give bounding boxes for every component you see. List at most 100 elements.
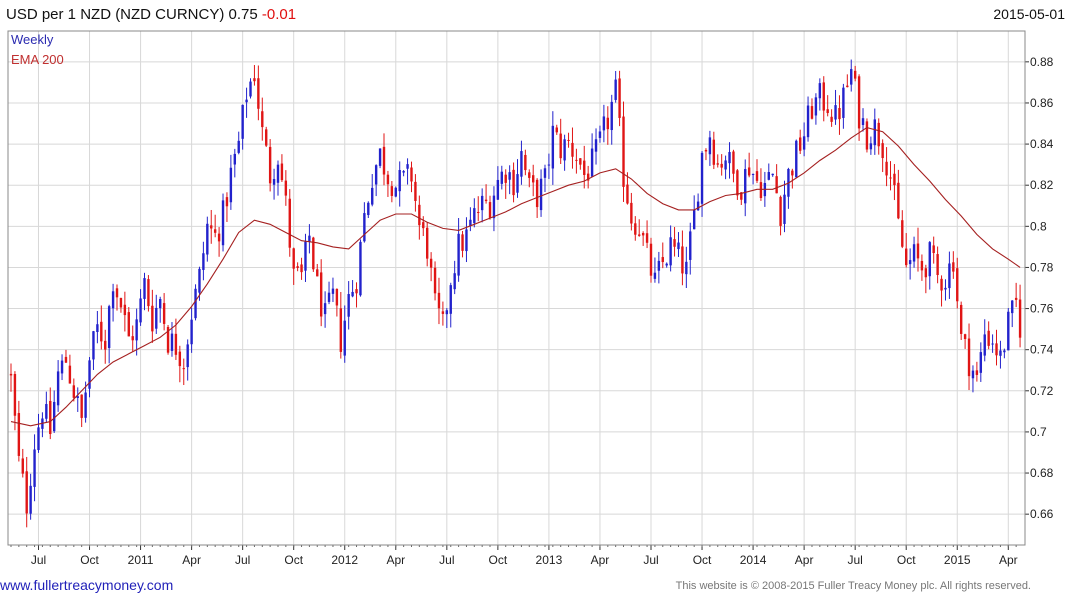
candle bbox=[229, 154, 233, 210]
candle-body bbox=[1007, 311, 1010, 351]
candle-body bbox=[842, 87, 845, 118]
candle bbox=[865, 118, 869, 153]
candle-body bbox=[881, 143, 884, 159]
candle-body bbox=[732, 151, 735, 174]
candle bbox=[374, 164, 378, 197]
candle-body bbox=[747, 167, 751, 176]
candle-body bbox=[681, 246, 684, 274]
candle-body bbox=[111, 291, 115, 309]
candle bbox=[665, 262, 668, 268]
candle bbox=[190, 307, 193, 353]
candle bbox=[959, 301, 963, 341]
candle-body bbox=[363, 213, 366, 242]
candle bbox=[606, 106, 610, 145]
candle bbox=[940, 275, 943, 307]
candle-body bbox=[92, 331, 95, 360]
candle bbox=[936, 246, 939, 284]
candle-body bbox=[606, 117, 610, 130]
candle-body bbox=[343, 320, 346, 356]
candle-body bbox=[567, 139, 570, 141]
candle-body bbox=[319, 272, 323, 317]
y-tick-label: 0.78 bbox=[1030, 260, 1054, 274]
candle-body bbox=[72, 385, 76, 398]
candle bbox=[233, 148, 237, 178]
y-tick-label: 0.88 bbox=[1030, 55, 1054, 69]
candle bbox=[21, 448, 24, 478]
candle bbox=[84, 381, 87, 423]
candle-body bbox=[84, 392, 87, 418]
candle-body bbox=[528, 172, 531, 178]
candle-body bbox=[174, 333, 178, 355]
candle bbox=[681, 230, 684, 286]
candle bbox=[810, 98, 814, 120]
candle bbox=[622, 101, 625, 202]
x-tick-label: Jul bbox=[31, 553, 46, 567]
candle bbox=[123, 291, 127, 332]
chart-title: USD per 1 NZD (NZD CURNCY) 0.75 -0.01 bbox=[6, 6, 296, 23]
candle bbox=[484, 184, 488, 204]
candle-body bbox=[834, 105, 837, 120]
candle bbox=[504, 169, 507, 199]
candle bbox=[543, 164, 547, 193]
candle bbox=[1007, 308, 1010, 351]
candle bbox=[433, 261, 437, 301]
candle-body bbox=[543, 168, 547, 178]
candle bbox=[159, 296, 162, 323]
candle bbox=[755, 159, 759, 184]
candle bbox=[60, 354, 64, 381]
candle-body bbox=[594, 139, 598, 152]
candle bbox=[783, 180, 786, 233]
candle bbox=[532, 164, 535, 197]
candle-body bbox=[367, 202, 370, 216]
candle-body bbox=[940, 278, 943, 291]
candle-body bbox=[1018, 299, 1022, 338]
candle bbox=[300, 257, 303, 280]
candle bbox=[284, 170, 288, 206]
candle bbox=[135, 308, 138, 356]
candle-body bbox=[190, 319, 193, 345]
candle bbox=[92, 330, 95, 370]
candle bbox=[178, 345, 182, 383]
candle-body bbox=[806, 105, 810, 138]
legend-ema-200: EMA 200 bbox=[11, 52, 64, 67]
candle-body bbox=[217, 233, 221, 242]
candle-body bbox=[669, 237, 672, 266]
candle bbox=[736, 169, 739, 200]
candle bbox=[210, 209, 213, 244]
candle bbox=[630, 192, 633, 231]
candle-body bbox=[618, 78, 621, 118]
candle bbox=[932, 236, 935, 264]
candle-body bbox=[873, 119, 876, 146]
candle-body bbox=[602, 116, 606, 131]
candle bbox=[461, 230, 464, 258]
candle bbox=[253, 65, 256, 86]
candle bbox=[414, 174, 417, 212]
candle bbox=[583, 145, 586, 189]
candle-body bbox=[712, 139, 716, 165]
candle bbox=[100, 305, 103, 350]
candle-body bbox=[638, 234, 641, 236]
candle-body bbox=[504, 174, 507, 183]
y-tick-label: 0.82 bbox=[1030, 178, 1054, 192]
candle bbox=[610, 94, 613, 145]
candle bbox=[520, 140, 523, 185]
candle-body bbox=[967, 338, 971, 377]
candle-body bbox=[798, 137, 802, 151]
candle bbox=[724, 155, 727, 180]
candle-body bbox=[626, 184, 629, 204]
grid-lines bbox=[8, 31, 1025, 545]
candle bbox=[634, 216, 637, 241]
candle bbox=[355, 282, 358, 308]
x-tick-label: Jul bbox=[643, 553, 658, 567]
candle-body bbox=[516, 174, 519, 193]
x-tick-label: Apr bbox=[999, 553, 1018, 567]
candle-body bbox=[441, 311, 445, 314]
candle-body bbox=[96, 324, 99, 333]
candle bbox=[798, 129, 802, 155]
candle-body bbox=[987, 330, 990, 346]
candle-body bbox=[202, 253, 205, 270]
candle-body bbox=[1014, 297, 1018, 300]
candle bbox=[139, 289, 142, 326]
candle bbox=[775, 164, 778, 194]
site-link[interactable]: www.fullertreacymoney.com bbox=[0, 577, 174, 593]
